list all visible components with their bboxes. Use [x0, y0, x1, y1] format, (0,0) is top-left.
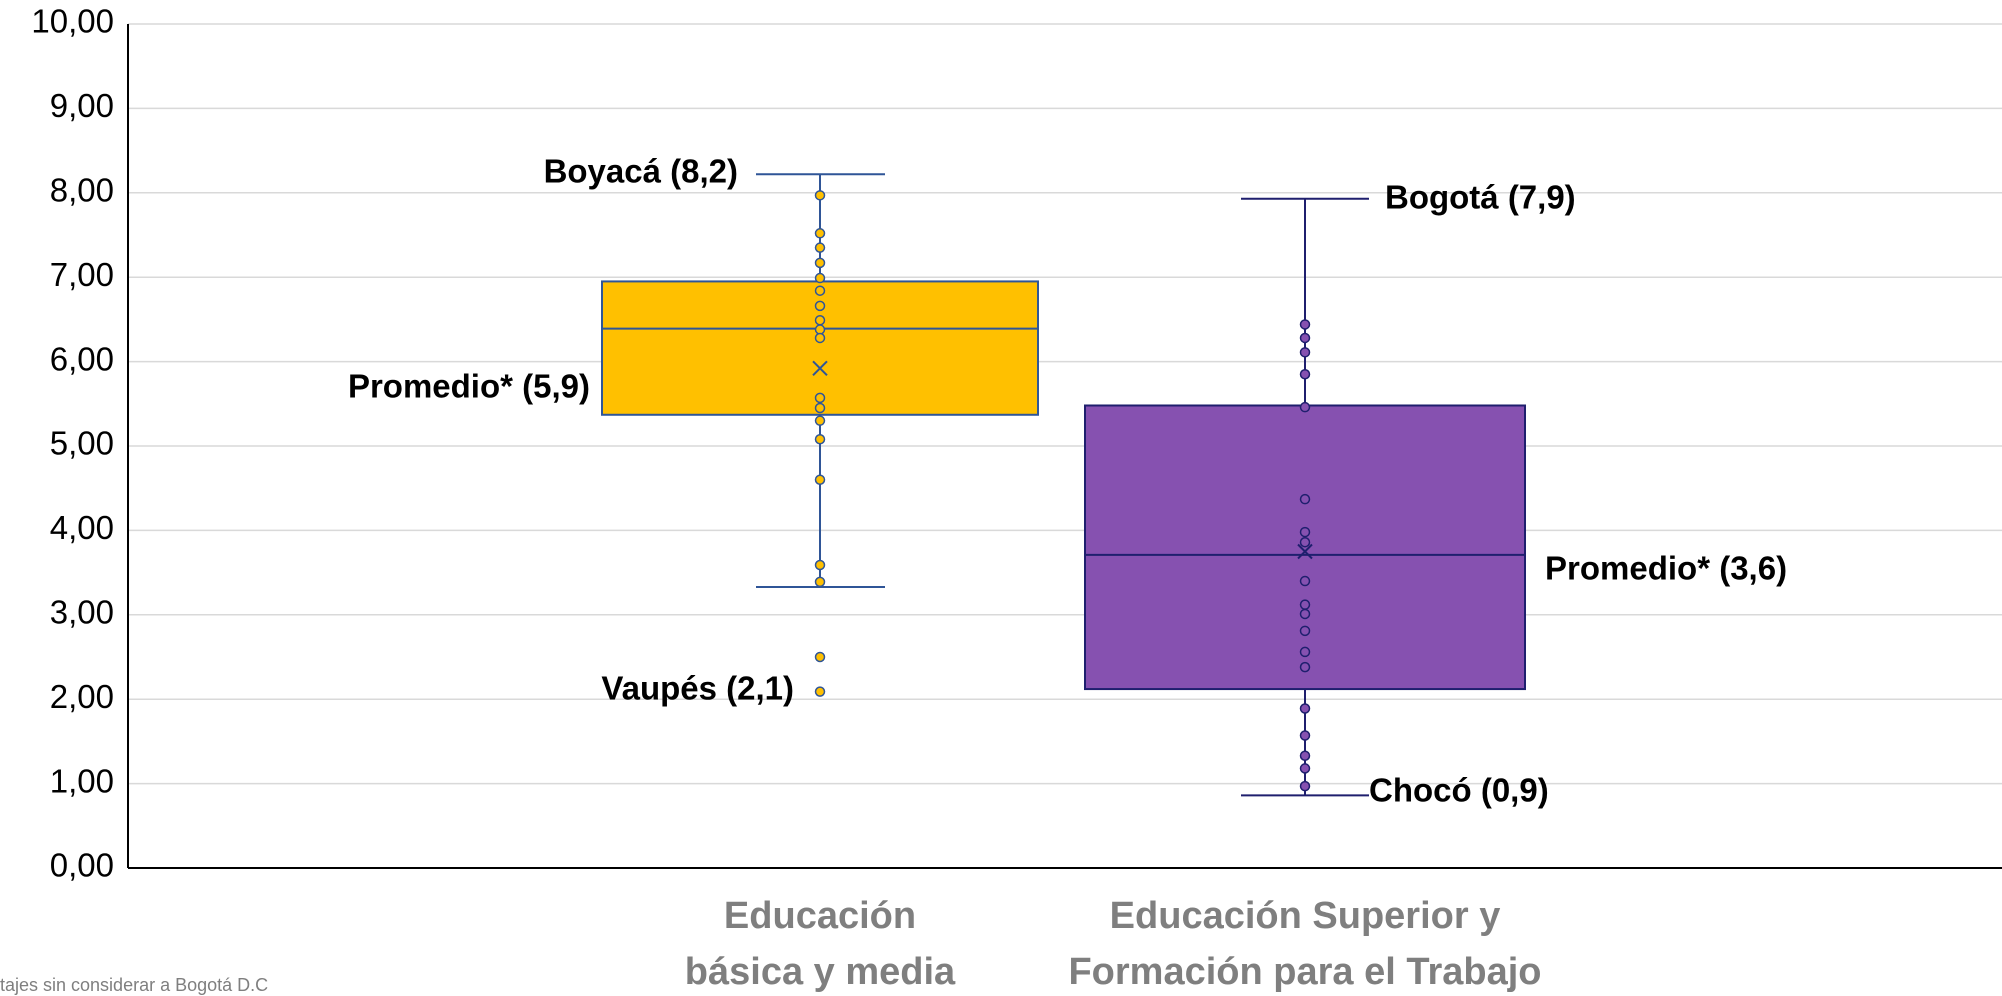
annotation: Promedio* (5,9)	[348, 368, 590, 405]
data-point	[1299, 347, 1311, 358]
data-point	[1299, 780, 1311, 792]
data-point	[814, 228, 826, 239]
data-point	[1299, 332, 1311, 344]
data-point	[814, 474, 826, 486]
annotation: Vaupés (2,1)	[601, 670, 794, 707]
y-tick-label: 0,00	[50, 847, 114, 884]
data-point	[1299, 575, 1311, 587]
data-point	[814, 257, 826, 269]
data-point	[1299, 608, 1311, 620]
data-point	[814, 314, 826, 326]
data-point	[1299, 526, 1311, 538]
data-point	[814, 559, 826, 571]
y-tick-label: 1,00	[50, 762, 114, 799]
data-point	[1299, 369, 1311, 380]
data-point	[814, 285, 826, 296]
data-point	[814, 392, 826, 404]
data-point	[1299, 763, 1311, 774]
x-tick-label: Educación Superior y Formación para el T…	[1068, 895, 1542, 993]
y-tick-label: 6,00	[50, 340, 114, 377]
data-point	[1299, 625, 1311, 637]
data-point	[1299, 401, 1311, 413]
data-point	[1299, 750, 1311, 761]
y-tick-label: 8,00	[50, 172, 114, 209]
data-point	[814, 190, 826, 201]
data-point	[814, 402, 826, 414]
y-tick-label: 9,00	[50, 87, 114, 124]
data-point	[1299, 536, 1311, 548]
y-tick-label: 10,00	[31, 3, 114, 40]
mean-marker	[1297, 543, 1313, 560]
data-point	[814, 433, 826, 445]
data-point	[1299, 661, 1311, 673]
annotation: Boyacá (8,2)	[544, 153, 738, 190]
data-point	[814, 651, 826, 663]
y-tick-label: 3,00	[50, 594, 114, 631]
annotation: Promedio* (3,6)	[1545, 550, 1787, 587]
data-point	[1299, 646, 1311, 658]
data-point	[1299, 493, 1311, 505]
data-point	[814, 324, 826, 335]
data-point	[814, 415, 826, 426]
annotation: Bogotá (7,9)	[1385, 179, 1576, 216]
data-point	[1299, 730, 1311, 741]
data-point	[814, 576, 826, 588]
data-point	[1299, 703, 1311, 714]
y-tick-label: 7,00	[50, 256, 114, 293]
y-tick-label: 2,00	[50, 678, 114, 715]
data-point	[814, 332, 826, 344]
data-point	[814, 272, 826, 284]
annotation: Chocó (0,9)	[1369, 772, 1549, 809]
mean-marker	[812, 360, 828, 377]
footnote: tajes sin considerar a Bogotá D.C	[0, 975, 268, 995]
y-tick-label: 5,00	[50, 425, 114, 462]
x-tick-label: Educación básica y media	[684, 895, 956, 993]
data-point	[814, 686, 826, 697]
data-point	[814, 300, 826, 312]
y-tick-label: 4,00	[50, 509, 114, 546]
data-point	[814, 242, 826, 253]
data-point	[1299, 599, 1311, 610]
data-point	[1299, 319, 1311, 330]
